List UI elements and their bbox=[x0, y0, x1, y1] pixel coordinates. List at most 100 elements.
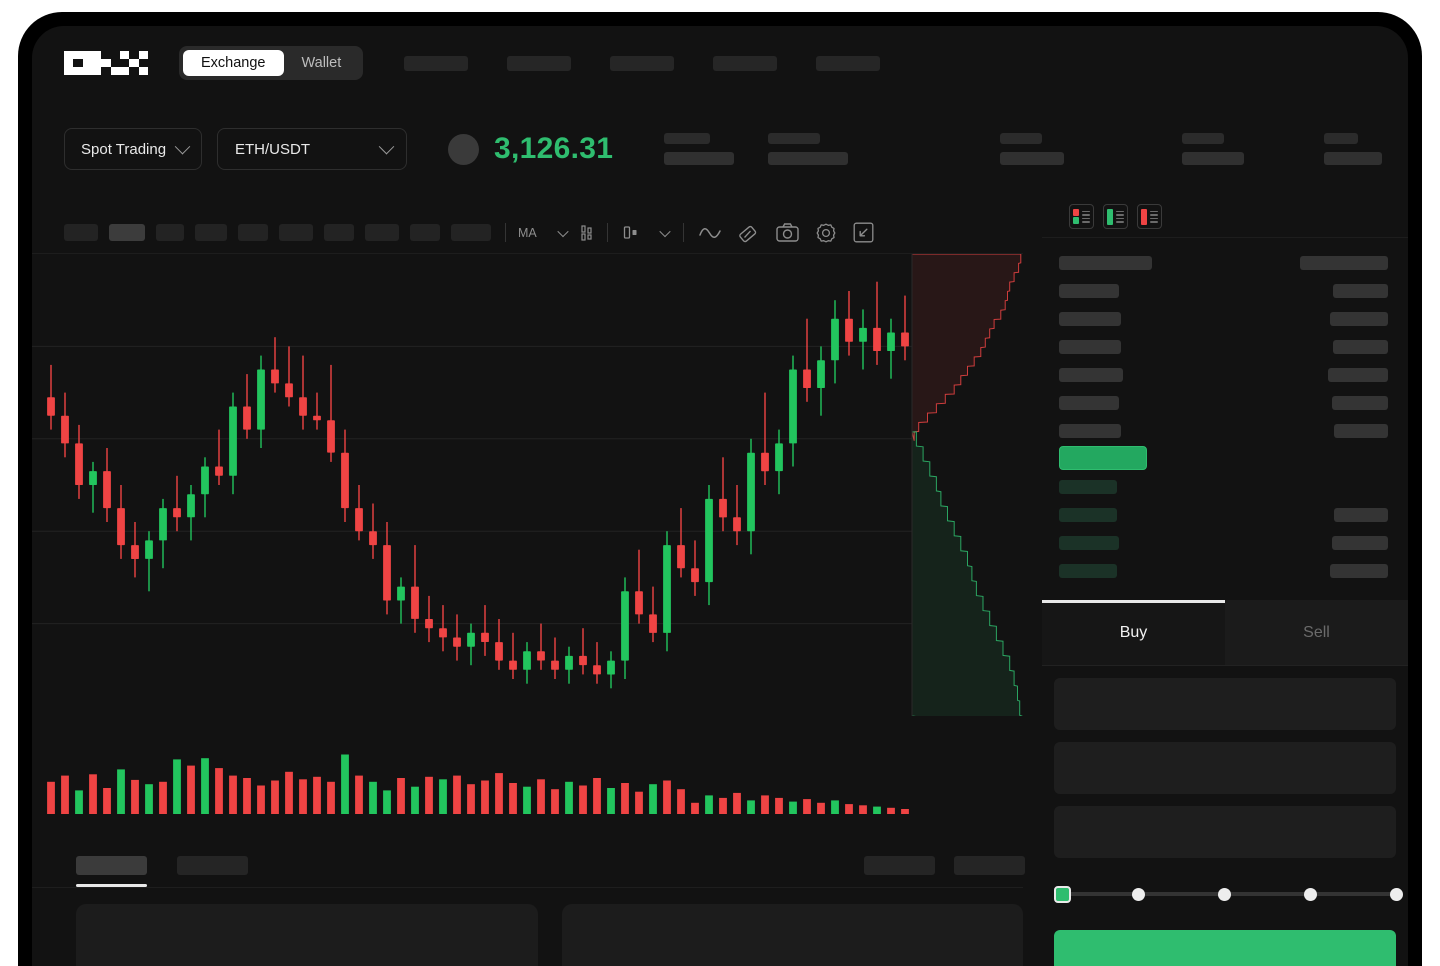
interval-button-6[interactable] bbox=[279, 224, 313, 241]
volume-bar bbox=[621, 783, 629, 814]
orderbook-row[interactable] bbox=[1042, 474, 1408, 502]
coin-avatar-icon bbox=[448, 133, 479, 165]
volume-chart[interactable] bbox=[32, 726, 1023, 836]
orderbook-view-bids[interactable] bbox=[1103, 204, 1128, 229]
place-buy-order-button[interactable] bbox=[1054, 930, 1396, 966]
volume-bar bbox=[285, 771, 293, 814]
volume-bar bbox=[243, 778, 251, 814]
slider-stop-75[interactable] bbox=[1304, 888, 1317, 901]
market-stat-label bbox=[768, 133, 821, 144]
volume-bar bbox=[691, 802, 699, 814]
orderbook-row[interactable] bbox=[1042, 446, 1408, 474]
fullscreen-icon[interactable] bbox=[853, 222, 875, 244]
interval-button-9[interactable] bbox=[410, 224, 440, 241]
candlestick-type-icon[interactable] bbox=[622, 224, 639, 241]
order-price-field[interactable] bbox=[1054, 678, 1396, 730]
slider-handle[interactable] bbox=[1054, 886, 1071, 903]
volume-bar bbox=[719, 797, 727, 814]
trading-mode-dropdown[interactable]: Spot Trading bbox=[64, 128, 202, 170]
market-stat-4 bbox=[1182, 133, 1245, 165]
volume-bar bbox=[229, 775, 237, 814]
orderbook-row[interactable] bbox=[1042, 390, 1408, 418]
logo-cell-0-0 bbox=[64, 50, 74, 59]
orders-panel-right[interactable] bbox=[561, 904, 1023, 966]
orderbook-row[interactable] bbox=[1042, 334, 1408, 362]
slider-stop-100[interactable] bbox=[1390, 888, 1403, 901]
volume-bar bbox=[341, 754, 349, 814]
orderbook-row[interactable] bbox=[1042, 250, 1408, 278]
nav-item-3[interactable] bbox=[610, 55, 675, 71]
nav-item-1[interactable] bbox=[404, 55, 469, 71]
nav-item-2[interactable] bbox=[507, 55, 572, 71]
orderbook-row[interactable] bbox=[1042, 530, 1408, 558]
orderbook-row[interactable] bbox=[1042, 306, 1408, 334]
nav-item-5[interactable] bbox=[816, 55, 881, 71]
trading-pair-dropdown[interactable]: ETH/USDT bbox=[217, 128, 407, 170]
interval-button-4[interactable] bbox=[195, 224, 227, 241]
orderbook-row[interactable] bbox=[1042, 362, 1408, 390]
interval-button-1[interactable] bbox=[64, 224, 98, 241]
order-form bbox=[1042, 666, 1408, 858]
bottom-action-2[interactable] bbox=[954, 856, 1025, 875]
orderbook-price-bar bbox=[1059, 284, 1119, 298]
orderbook-price-bar bbox=[1059, 368, 1123, 382]
logo-cell-2-4 bbox=[101, 67, 110, 75]
volume-bar bbox=[761, 795, 769, 814]
tab-wallet[interactable]: Wallet bbox=[301, 55, 342, 71]
interval-button-2[interactable] bbox=[109, 224, 145, 241]
orderbook-row[interactable] bbox=[1042, 558, 1408, 586]
interval-button-5[interactable] bbox=[238, 224, 268, 241]
orderbook-row[interactable] bbox=[1042, 418, 1408, 446]
drawing-tools-icon[interactable] bbox=[580, 224, 594, 241]
interval-button-7[interactable] bbox=[324, 224, 354, 241]
order-total-field[interactable] bbox=[1054, 806, 1396, 858]
slider-stop-25[interactable] bbox=[1132, 888, 1145, 901]
interval-button-8[interactable] bbox=[365, 224, 399, 241]
eraser-icon[interactable] bbox=[738, 222, 760, 244]
slider-stop-50[interactable] bbox=[1218, 888, 1231, 901]
orderbook-row[interactable] bbox=[1042, 278, 1408, 306]
orderbook-header bbox=[1042, 196, 1408, 238]
logo-cell-0-7 bbox=[129, 51, 138, 59]
candlestick-chart[interactable] bbox=[32, 254, 1023, 716]
interval-button-10[interactable] bbox=[451, 224, 491, 241]
camera-icon[interactable] bbox=[776, 222, 800, 244]
line-wave-icon[interactable] bbox=[699, 224, 721, 242]
orderbook-view-asks[interactable] bbox=[1137, 204, 1162, 229]
orderbook-row[interactable] bbox=[1042, 502, 1408, 530]
order-amount-slider[interactable] bbox=[1054, 879, 1403, 909]
orderbook-size-bar bbox=[1328, 368, 1388, 382]
orders-panels bbox=[32, 904, 1023, 966]
chevron-down-icon bbox=[174, 138, 191, 154]
toolbar-divider bbox=[505, 223, 506, 242]
volume-bar bbox=[47, 781, 55, 814]
tab-exchange[interactable]: Exchange bbox=[183, 50, 284, 76]
order-amount-field[interactable] bbox=[1054, 742, 1396, 794]
bottom-tab-1[interactable] bbox=[76, 856, 147, 875]
chevron-down-icon[interactable] bbox=[557, 225, 569, 237]
indicator-ma-label[interactable]: MA bbox=[518, 225, 537, 240]
orderbook-price-bar bbox=[1059, 396, 1119, 410]
logo-cell-2-5 bbox=[110, 67, 120, 76]
bottom-action-1[interactable] bbox=[864, 856, 935, 875]
tab-buy[interactable]: Buy bbox=[1042, 600, 1225, 665]
interval-button-3[interactable] bbox=[156, 224, 184, 241]
chevron-down-icon[interactable] bbox=[659, 225, 671, 237]
bottom-tab-2[interactable] bbox=[177, 856, 248, 875]
app-screen: Exchange Wallet Spot Trading ETH/USDT 3,… bbox=[32, 26, 1408, 966]
gear-icon[interactable] bbox=[815, 221, 838, 244]
active-tab-indicator bbox=[76, 884, 147, 887]
volume-bar bbox=[817, 802, 825, 814]
volume-bar bbox=[201, 758, 209, 814]
candlestick-chart-svg bbox=[32, 254, 1023, 716]
orderbook-price-bar bbox=[1059, 424, 1121, 438]
volume-bar bbox=[775, 797, 783, 814]
tab-sell[interactable]: Sell bbox=[1225, 600, 1408, 665]
okx-logo[interactable] bbox=[64, 50, 148, 76]
market-stat-label bbox=[1000, 133, 1043, 144]
orders-panel-left[interactable] bbox=[76, 904, 538, 966]
orderbook-view-both[interactable] bbox=[1069, 204, 1094, 229]
orderbook-rows bbox=[1042, 238, 1408, 588]
nav-item-4[interactable] bbox=[713, 55, 778, 71]
volume-bar bbox=[607, 788, 615, 814]
